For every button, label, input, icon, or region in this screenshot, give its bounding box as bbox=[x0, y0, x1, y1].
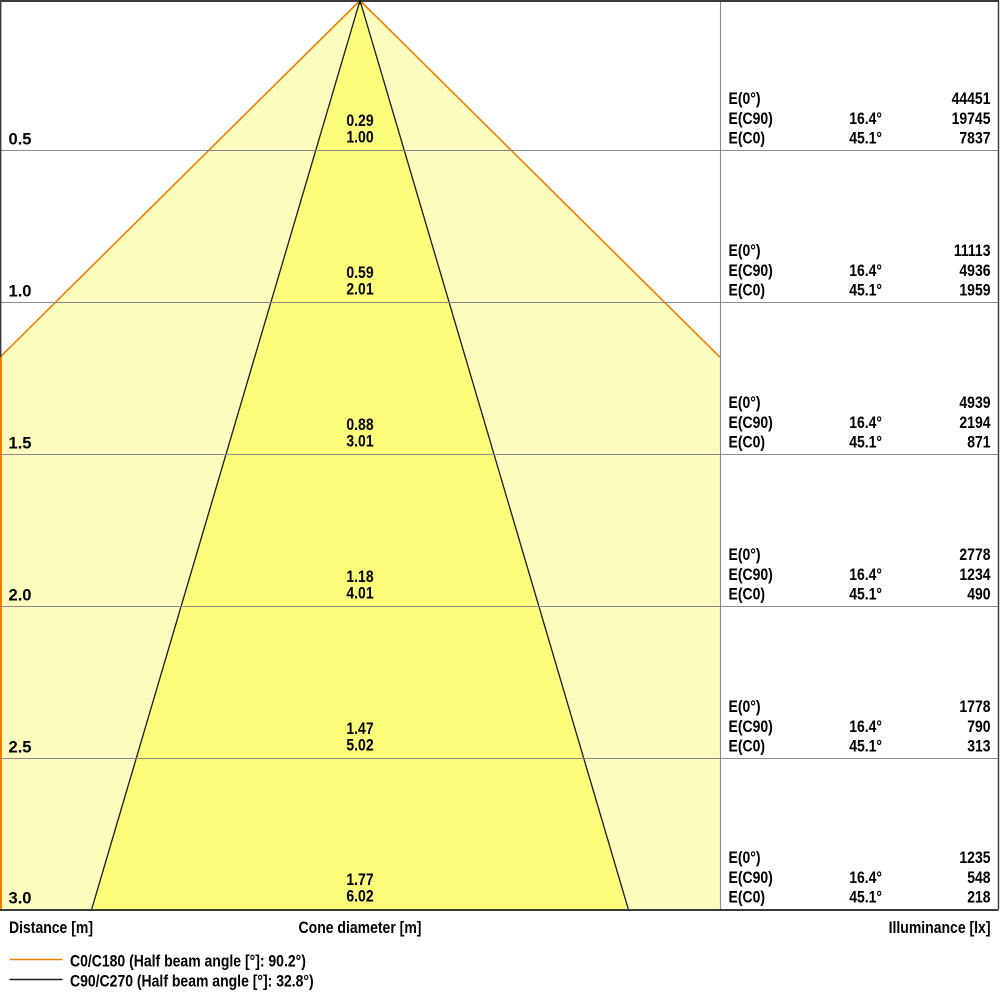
svg-text:E(C90): E(C90) bbox=[729, 565, 773, 584]
svg-text:E(C0): E(C0) bbox=[729, 129, 766, 148]
svg-text:45.1°: 45.1° bbox=[849, 585, 882, 604]
svg-text:45.1°: 45.1° bbox=[849, 129, 882, 148]
svg-text:E(C0): E(C0) bbox=[729, 585, 766, 604]
svg-text:45.1°: 45.1° bbox=[849, 888, 882, 907]
svg-text:E(0°): E(0°) bbox=[729, 89, 761, 108]
svg-text:E(0°): E(0°) bbox=[729, 241, 761, 260]
svg-text:Distance [m]: Distance [m] bbox=[9, 918, 93, 937]
svg-text:1.18: 1.18 bbox=[346, 567, 373, 586]
svg-text:C0/C180 (Half beam angle [°]:: C0/C180 (Half beam angle [°]: 90.2°) bbox=[70, 952, 306, 971]
svg-text:2194: 2194 bbox=[959, 413, 991, 432]
svg-text:16.4°: 16.4° bbox=[849, 109, 882, 128]
svg-text:6.02: 6.02 bbox=[346, 887, 373, 906]
svg-text:2778: 2778 bbox=[959, 545, 990, 564]
svg-text:7837: 7837 bbox=[959, 129, 990, 148]
svg-text:313: 313 bbox=[967, 737, 990, 756]
svg-text:E(C90): E(C90) bbox=[729, 109, 773, 128]
svg-text:E(0°): E(0°) bbox=[729, 393, 761, 412]
svg-text:C90/C270 (Half beam angle [°]:: C90/C270 (Half beam angle [°]: 32.8°) bbox=[70, 972, 314, 991]
svg-text:E(C90): E(C90) bbox=[729, 413, 773, 432]
svg-text:E(C0): E(C0) bbox=[729, 281, 766, 300]
svg-text:0.88: 0.88 bbox=[346, 415, 373, 434]
svg-text:45.1°: 45.1° bbox=[849, 737, 882, 756]
svg-text:E(0°): E(0°) bbox=[729, 545, 761, 564]
svg-text:Illuminance [lx]: Illuminance [lx] bbox=[889, 918, 991, 937]
svg-text:16.4°: 16.4° bbox=[849, 565, 882, 584]
svg-text:1.0: 1.0 bbox=[9, 282, 32, 301]
svg-text:E(C0): E(C0) bbox=[729, 737, 766, 756]
svg-text:45.1°: 45.1° bbox=[849, 281, 882, 300]
svg-text:19745: 19745 bbox=[952, 109, 991, 128]
svg-text:16.4°: 16.4° bbox=[849, 413, 882, 432]
svg-text:4939: 4939 bbox=[959, 393, 990, 412]
svg-text:E(C0): E(C0) bbox=[729, 888, 766, 907]
svg-text:4.01: 4.01 bbox=[346, 584, 373, 603]
svg-text:E(C0): E(C0) bbox=[729, 433, 766, 452]
svg-text:1778: 1778 bbox=[959, 697, 990, 716]
svg-text:3.0: 3.0 bbox=[9, 889, 32, 908]
svg-text:548: 548 bbox=[967, 868, 990, 887]
svg-text:3.01: 3.01 bbox=[346, 432, 373, 451]
svg-text:1959: 1959 bbox=[959, 281, 990, 300]
svg-text:2.01: 2.01 bbox=[346, 280, 373, 299]
svg-text:1.5: 1.5 bbox=[9, 434, 32, 453]
svg-text:790: 790 bbox=[967, 717, 990, 736]
svg-text:E(C90): E(C90) bbox=[729, 261, 773, 280]
svg-text:218: 218 bbox=[967, 888, 990, 907]
svg-text:4936: 4936 bbox=[959, 261, 990, 280]
svg-text:1235: 1235 bbox=[959, 848, 990, 867]
svg-text:16.4°: 16.4° bbox=[849, 868, 882, 887]
svg-text:44451: 44451 bbox=[952, 89, 991, 108]
svg-text:E(C90): E(C90) bbox=[729, 868, 773, 887]
svg-text:E(0°): E(0°) bbox=[729, 848, 761, 867]
svg-text:Cone diameter [m]: Cone diameter [m] bbox=[299, 918, 422, 937]
svg-text:E(0°): E(0°) bbox=[729, 697, 761, 716]
svg-text:16.4°: 16.4° bbox=[849, 261, 882, 280]
svg-text:45.1°: 45.1° bbox=[849, 433, 882, 452]
svg-text:5.02: 5.02 bbox=[346, 736, 373, 755]
svg-text:11113: 11113 bbox=[954, 241, 991, 260]
svg-text:490: 490 bbox=[967, 585, 990, 604]
svg-text:16.4°: 16.4° bbox=[849, 717, 882, 736]
svg-text:1.77: 1.77 bbox=[346, 870, 373, 889]
svg-text:2.0: 2.0 bbox=[9, 586, 32, 605]
svg-text:871: 871 bbox=[967, 433, 990, 452]
svg-text:0.59: 0.59 bbox=[346, 263, 373, 282]
svg-text:1234: 1234 bbox=[959, 565, 991, 584]
svg-text:0.29: 0.29 bbox=[346, 111, 373, 130]
svg-text:1.00: 1.00 bbox=[346, 128, 373, 147]
svg-text:0.5: 0.5 bbox=[9, 130, 32, 149]
svg-text:1.47: 1.47 bbox=[346, 719, 373, 738]
svg-text:E(C90): E(C90) bbox=[729, 717, 773, 736]
svg-text:2.5: 2.5 bbox=[9, 738, 32, 757]
